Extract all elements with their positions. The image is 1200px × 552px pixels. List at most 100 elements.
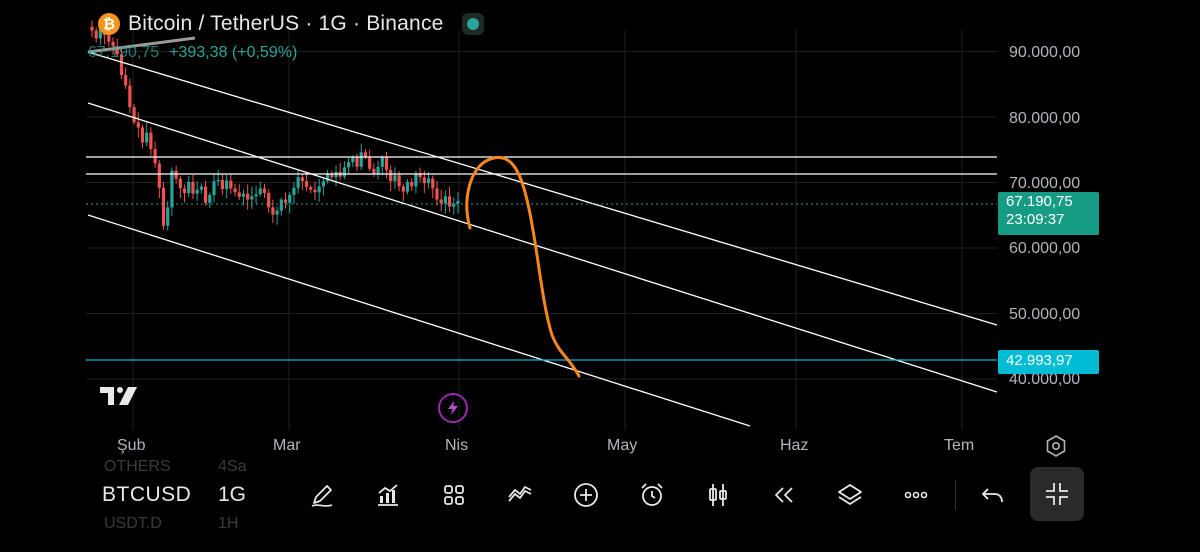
lightning-icon[interactable] xyxy=(438,393,468,423)
candle-body xyxy=(145,132,149,143)
candle-body xyxy=(279,199,283,211)
bar-countdown: 23:09:37 xyxy=(1006,211,1065,228)
x-axis-label: May xyxy=(607,437,638,454)
gray-trend-line xyxy=(87,36,196,54)
candle-body xyxy=(443,196,447,204)
candle-body xyxy=(199,186,203,190)
candle-body xyxy=(195,189,199,194)
orange-projection-curve[interactable] xyxy=(465,156,581,378)
candle-body xyxy=(363,152,368,157)
symbol-header[interactable]: ₿ Bitcoin / TetherUS · 1G · Binance xyxy=(98,10,484,38)
candle-body xyxy=(136,122,140,128)
candle-body xyxy=(325,173,330,182)
candle-body xyxy=(216,179,220,182)
candle-body xyxy=(296,177,300,188)
candle-body xyxy=(292,187,296,195)
candle-body xyxy=(418,173,422,178)
candle-body xyxy=(225,180,229,190)
current-price-value: 67.190,75 xyxy=(1006,193,1073,210)
x-axis-label: Haz xyxy=(780,437,809,454)
exit-fullscreen-button[interactable] xyxy=(1030,467,1084,521)
candle-body xyxy=(456,200,460,204)
current-price-tag: 67.190,75 23:09:37 xyxy=(998,192,1099,235)
candle-body xyxy=(401,186,405,192)
channel-line-lower[interactable] xyxy=(87,214,751,427)
candle-body xyxy=(140,127,145,143)
x-axis-label: Şub xyxy=(117,437,146,454)
alert-button[interactable] xyxy=(635,478,669,512)
candle-body xyxy=(246,193,250,200)
candle-body xyxy=(405,181,410,192)
chart-settings-icon[interactable] xyxy=(1044,434,1068,458)
grid-icon xyxy=(444,485,464,505)
candle-body xyxy=(241,193,246,197)
candle-body xyxy=(254,194,258,197)
candle-body xyxy=(397,175,401,187)
x-axis-label: Mar xyxy=(273,437,301,454)
chart-grid xyxy=(86,30,997,430)
chart-type-button[interactable] xyxy=(701,478,735,512)
candle-body xyxy=(304,181,309,188)
candle-body xyxy=(258,188,262,195)
channel-line-upper[interactable] xyxy=(87,51,998,326)
candle-body xyxy=(124,75,128,86)
candle-body xyxy=(300,177,304,182)
candle-body xyxy=(220,179,225,190)
compare-button[interactable] xyxy=(503,478,537,512)
candle-body xyxy=(191,181,195,194)
price-change: +393,38 (+0,59%) xyxy=(169,44,298,61)
y-axis-label: 40.000,00 xyxy=(1009,371,1081,388)
candle-body xyxy=(208,194,212,203)
candle-body xyxy=(368,156,372,169)
candle-body xyxy=(267,192,271,208)
candle-body xyxy=(426,178,431,184)
candle-body xyxy=(166,207,170,226)
symbol-picker[interactable]: BTCUSD xyxy=(102,483,192,506)
ghost-symbol-above: OTHERS xyxy=(104,458,171,475)
objects-tree-button[interactable] xyxy=(833,478,867,512)
candle-body xyxy=(157,163,161,188)
candle-body xyxy=(161,187,166,226)
candle-body xyxy=(262,188,267,193)
candle-body xyxy=(317,186,321,193)
candle-body xyxy=(212,181,216,195)
drawings-layer xyxy=(86,36,998,427)
undo-button[interactable] xyxy=(976,478,1010,512)
replay-button[interactable] xyxy=(767,478,801,512)
y-axis-label: 80.000,00 xyxy=(1009,110,1081,127)
candle-body xyxy=(288,194,292,203)
candle-body xyxy=(229,180,233,189)
compare-lines-icon xyxy=(508,485,532,502)
candle-body xyxy=(115,46,119,55)
ghost-symbol-below: USDT.D xyxy=(104,515,162,532)
y-axis-label: 50.000,00 xyxy=(1009,306,1081,323)
tradingview-logo-icon xyxy=(100,387,137,405)
candle-body xyxy=(372,168,376,174)
candle-body xyxy=(389,170,393,182)
candle-body xyxy=(410,181,414,187)
pen-icon xyxy=(311,485,333,507)
drawing-tool-button[interactable] xyxy=(305,478,339,512)
indicators-button[interactable] xyxy=(371,478,405,512)
candle-body xyxy=(342,167,347,177)
candle-body xyxy=(330,173,334,178)
candle-body xyxy=(321,181,325,187)
toolbar-divider xyxy=(955,480,956,510)
timeframe-picker[interactable]: 1G xyxy=(218,483,247,506)
candle-body xyxy=(119,54,124,76)
candle-body xyxy=(376,166,380,174)
market-status-icon[interactable] xyxy=(461,13,484,35)
candle-body xyxy=(380,157,384,167)
layouts-button[interactable] xyxy=(437,478,471,512)
candle-body xyxy=(203,186,208,203)
candle-body xyxy=(237,192,241,197)
candle-body xyxy=(309,187,313,190)
channel-line-middle[interactable] xyxy=(87,102,998,393)
horizontal-line-price-tag: 42.993,97 xyxy=(998,350,1099,374)
alarm-clock-icon xyxy=(641,483,663,506)
candle-body xyxy=(313,189,317,193)
y-axis-label: 90.000,00 xyxy=(1009,44,1081,61)
more-button[interactable] xyxy=(899,478,933,512)
add-button[interactable] xyxy=(569,478,603,512)
